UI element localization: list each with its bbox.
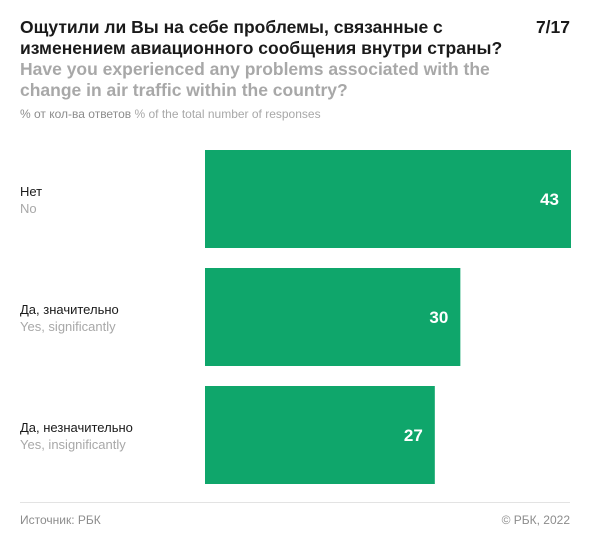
- category-label-english: Yes, significantly: [20, 319, 116, 334]
- bar-chart: 43 Нет No 30 Да, значительно Yes, significant…: [20, 150, 571, 484]
- page-indicator: 7/17: [535, 17, 570, 37]
- chart-title: Ощутили ли Вы на себе проблемы, связанны…: [20, 17, 503, 58]
- footer-divider: [20, 502, 570, 503]
- category-label: Да, незначительно: [20, 420, 133, 435]
- subtitle-ru: % от кол-ва ответов: [20, 107, 132, 121]
- category-label: Да, значительно: [20, 302, 119, 317]
- source-note: Источник: РБК: [20, 513, 101, 527]
- bar-1: [205, 268, 461, 366]
- category-label-english: No: [20, 201, 37, 216]
- category-label-english: Yes, insignificantly: [20, 437, 126, 452]
- subtitle-en: % of the total number of responses: [134, 107, 321, 121]
- bar-value-label: 43: [540, 190, 559, 209]
- bar-2: [205, 386, 435, 484]
- category-label: Нет: [20, 184, 42, 199]
- chart-subtitle: % от кол-ва ответов % of the total numbe…: [20, 107, 321, 121]
- bar-0: [205, 150, 571, 248]
- chart-title-english: Have you experienced any problems associ…: [20, 59, 490, 100]
- bar-value-label: 30: [429, 308, 448, 327]
- copyright-note: © РБК, 2022: [501, 513, 570, 527]
- bar-value-label: 27: [404, 426, 423, 445]
